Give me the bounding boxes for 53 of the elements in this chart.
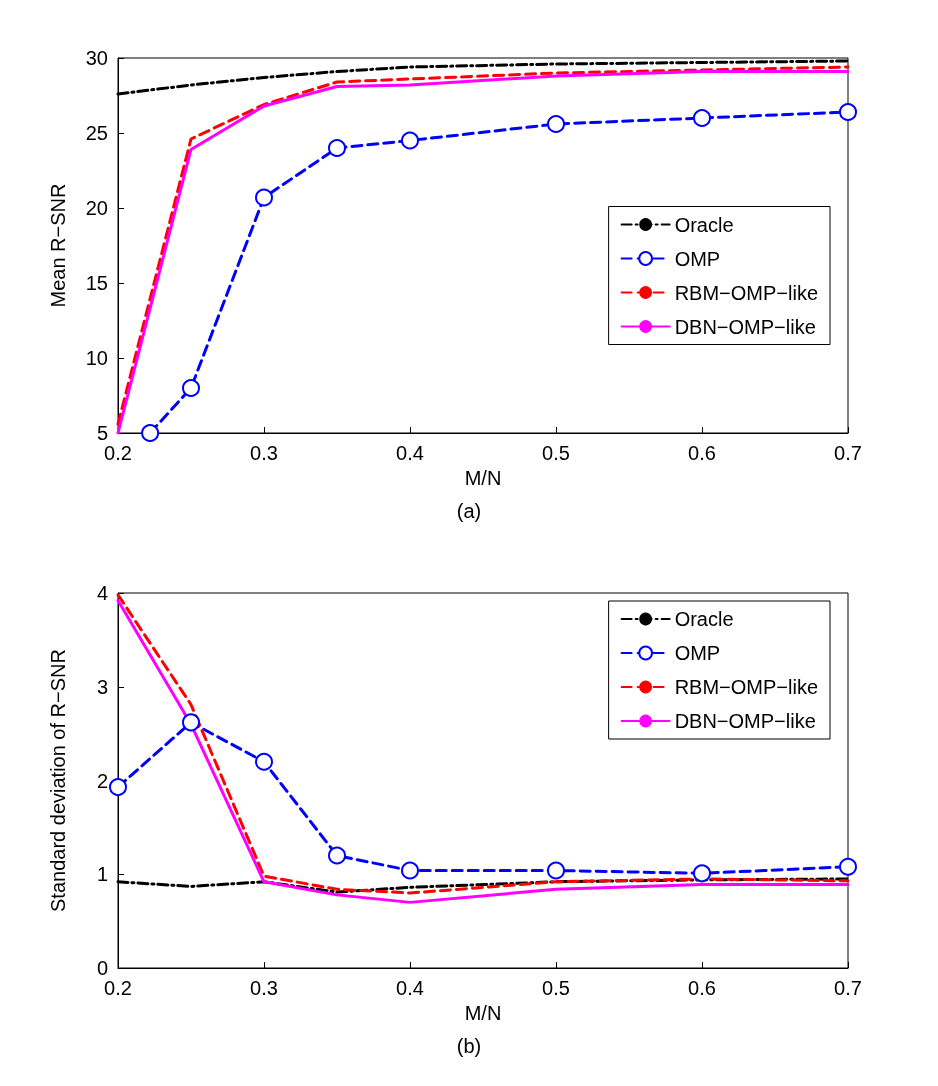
point — [109, 778, 127, 797]
x-tick-label: 0.3 — [250, 977, 278, 999]
y-tick-label: 5 — [96, 422, 108, 444]
x-tick-label: 0.2 — [104, 977, 132, 999]
x-tick-label: 0.2 — [104, 442, 132, 464]
y-tick-label: 1 — [96, 863, 108, 886]
text: (a) — [456, 500, 482, 522]
point — [182, 379, 200, 397]
point — [839, 857, 857, 876]
point — [328, 139, 346, 157]
point — [255, 752, 273, 771]
y-tick-label: 10 — [85, 347, 108, 369]
y-tick-label: 4 — [96, 582, 108, 604]
legend-label: RBM−OMP−like — [674, 676, 819, 698]
x-tick-label: 0.7 — [834, 442, 862, 464]
legend-label: RBM−OMP−like — [674, 281, 819, 304]
y-tick-label: 20 — [85, 197, 108, 219]
legend-label: OMP — [674, 642, 721, 664]
point — [693, 109, 711, 127]
y-tick-label: 2 — [96, 769, 108, 792]
x-tick-label: 0.4 — [396, 977, 424, 999]
legend-label: Oracle — [674, 213, 734, 236]
x-tick-label: 0.7 — [834, 977, 862, 999]
x-axis-title: M/N — [464, 466, 502, 489]
x-tick-label: 0.3 — [250, 442, 278, 464]
y-tick-label: 25 — [85, 122, 108, 144]
x-axis-title: M/N — [464, 1001, 502, 1024]
point — [693, 864, 711, 883]
legend-label: OMP — [674, 247, 721, 270]
point — [141, 424, 160, 442]
point — [182, 713, 200, 732]
point — [401, 861, 419, 880]
y-tick-label: 3 — [96, 675, 108, 698]
point — [401, 131, 419, 150]
text: (b) — [456, 1035, 482, 1057]
y-tick-label: 15 — [85, 272, 108, 294]
point — [255, 188, 273, 207]
y-axis-title: Standard deviation of R−SNR — [47, 649, 69, 912]
legend-label: Oracle — [674, 608, 734, 630]
x-tick-label: 0.5 — [542, 977, 570, 999]
point — [839, 103, 857, 121]
legend-label: DBN−OMP−like — [674, 315, 816, 338]
y-tick-label: 0 — [96, 957, 108, 979]
point — [328, 846, 346, 865]
legend-label: DBN−OMP−like — [674, 710, 816, 732]
y-axis-title: Mean R−SNR — [47, 183, 69, 308]
x-tick-label: 0.6 — [688, 977, 716, 999]
x-tick-label: 0.5 — [542, 442, 570, 464]
y-tick-label: 30 — [85, 47, 108, 69]
point — [547, 115, 565, 133]
x-tick-label: 0.4 — [396, 442, 424, 464]
x-tick-label: 0.6 — [688, 442, 716, 464]
point — [547, 861, 565, 880]
